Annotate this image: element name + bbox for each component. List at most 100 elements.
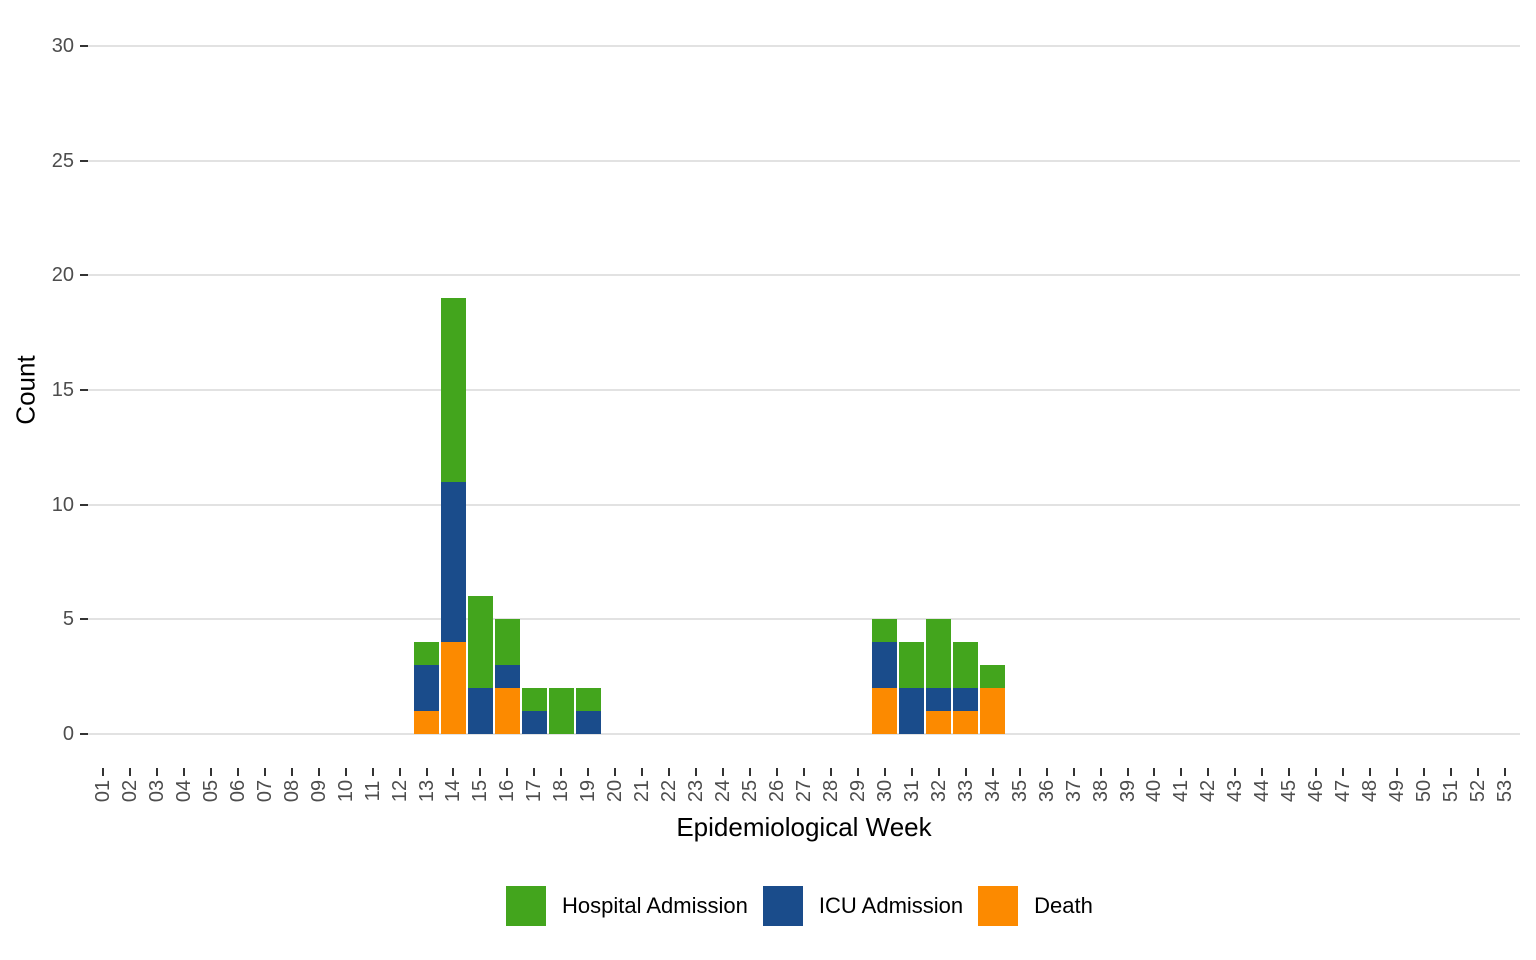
y-gridline [88, 159, 1520, 162]
x-tick-label: 31 [900, 779, 923, 803]
x-axis-tick [1045, 768, 1048, 776]
x-axis-tick [236, 768, 239, 776]
x-tick-label: 30 [873, 779, 896, 803]
bar-segment-hospital-admission-week-17 [521, 688, 547, 712]
x-tick-label: 43 [1224, 779, 1247, 803]
x-tick-label: 28 [819, 779, 842, 803]
x-axis-tick [1477, 768, 1480, 776]
legend-item-icu-admission: ICU Admission [762, 886, 963, 926]
x-axis-tick [425, 768, 428, 776]
x-axis-tick [722, 768, 725, 776]
x-axis-tick [263, 768, 266, 776]
y-tick-label: 0 [62, 723, 74, 745]
x-tick-label: 13 [415, 779, 438, 803]
x-axis-tick [344, 768, 347, 776]
x-tick-label: 06 [226, 779, 249, 803]
legend-item-death: Death [978, 886, 1093, 926]
x-axis-tick [749, 768, 752, 776]
x-axis-tick [128, 768, 131, 776]
bar-segment-icu-admission-week-19 [575, 711, 601, 734]
bar-segment-hospital-admission-week-31 [899, 642, 925, 689]
y-axis-tick [80, 389, 88, 391]
x-tick-label: 45 [1278, 779, 1301, 803]
bar-segment-death-week-14 [440, 642, 466, 734]
x-axis-tick [317, 768, 320, 776]
x-tick-label: 20 [604, 779, 627, 803]
x-axis-tick [1288, 768, 1291, 776]
x-axis-tick [1072, 768, 1075, 776]
bar-segment-death-week-34 [980, 688, 1006, 734]
bar-segment-hospital-admission-week-15 [467, 596, 493, 689]
x-tick-label: 39 [1116, 779, 1139, 803]
bar-segment-hospital-admission-week-30 [872, 619, 898, 643]
y-gridline [88, 733, 1520, 735]
x-tick-label: 01 [92, 779, 114, 803]
x-tick-label: 07 [253, 779, 276, 803]
x-tick-label: 21 [631, 779, 654, 803]
legend-swatch-hospital-admission [506, 886, 546, 926]
bar-segment-hospital-admission-week-14 [440, 298, 466, 482]
y-gridline [88, 274, 1520, 277]
bar-segment-icu-admission-week-32 [926, 688, 952, 712]
x-axis-tick [1369, 768, 1372, 776]
x-tick-label: 33 [954, 779, 977, 803]
x-axis-tick [1207, 768, 1210, 776]
x-axis-tick [560, 768, 563, 776]
legend-swatch-icu-admission [762, 886, 803, 926]
x-tick-label: 17 [523, 779, 546, 803]
bar-segment-hospital-admission-week-18 [548, 688, 574, 734]
bar-segment-hospital-admission-week-33 [953, 642, 979, 689]
x-tick-label: 48 [1359, 779, 1382, 803]
bar-segment-icu-admission-week-31 [899, 688, 925, 734]
legend-swatch-death [978, 886, 1019, 926]
x-axis-tick [641, 768, 644, 776]
x-tick-label: 41 [1170, 779, 1193, 803]
x-axis-tick [1153, 768, 1156, 776]
x-tick-label: 18 [550, 779, 573, 803]
y-axis-tick [80, 618, 88, 621]
x-tick-label: 22 [658, 779, 681, 803]
x-tick-label: 32 [927, 779, 950, 803]
x-tick-label: 12 [388, 779, 411, 803]
y-gridline [88, 618, 1520, 621]
bar-segment-icu-admission-week-16 [494, 665, 520, 689]
legend-item-hospital-admission: Hospital Admission [506, 886, 748, 926]
x-tick-label: 14 [442, 779, 465, 803]
bar-segment-death-week-30 [872, 688, 898, 734]
x-axis-tick [182, 768, 185, 776]
x-tick-label: 15 [469, 779, 492, 803]
x-tick-label: 08 [280, 779, 303, 803]
y-axis-tick [80, 45, 88, 47]
y-gridline [88, 389, 1520, 391]
x-tick-label: 47 [1332, 779, 1355, 803]
x-tick-label: 26 [766, 779, 789, 803]
x-axis-title: Epidemiological Week [676, 812, 932, 842]
x-tick-label: 05 [199, 779, 222, 803]
x-axis-tick [1099, 768, 1102, 776]
bar-segment-hospital-admission-week-13 [414, 642, 440, 666]
x-axis-tick [102, 768, 104, 776]
x-tick-label: 38 [1089, 779, 1112, 803]
x-axis-tick [452, 768, 455, 776]
bar-segment-hospital-admission-week-19 [575, 688, 601, 712]
bar-segment-hospital-admission-week-34 [980, 665, 1006, 689]
x-tick-label: 42 [1197, 779, 1220, 803]
x-axis-tick [1450, 768, 1453, 776]
bar-segment-hospital-admission-week-32 [926, 619, 952, 689]
x-tick-label: 03 [145, 779, 168, 803]
x-axis-tick [1396, 768, 1399, 776]
x-tick-label: 52 [1467, 779, 1490, 803]
x-tick-label: 16 [496, 779, 519, 803]
x-axis-tick [398, 768, 401, 776]
y-tick-label: 30 [51, 35, 74, 57]
y-axis-tick [80, 159, 88, 162]
x-axis-tick [1423, 768, 1426, 776]
bar-segment-icu-admission-week-13 [414, 665, 440, 712]
bar-segment-death-week-33 [953, 711, 979, 734]
x-tick-label: 46 [1305, 779, 1328, 803]
x-tick-label: 09 [307, 779, 330, 803]
x-tick-label: 37 [1062, 779, 1085, 803]
x-tick-label: 10 [334, 779, 357, 803]
x-tick-label: 34 [981, 779, 1004, 803]
